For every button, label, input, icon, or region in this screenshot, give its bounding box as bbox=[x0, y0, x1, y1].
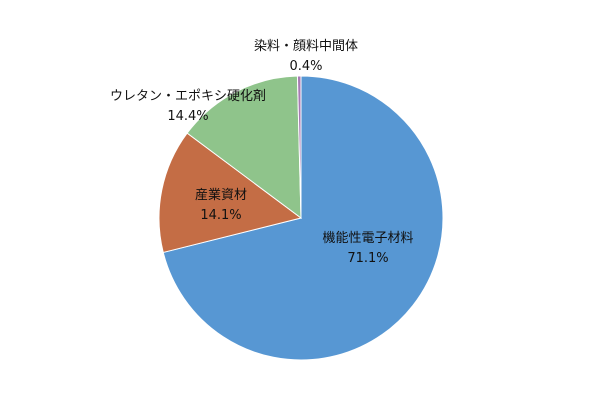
pie-slice-urethane-epoxy-hardener bbox=[186, 75, 302, 220]
slice-value-urethane-epoxy-hardener: 14.4% bbox=[167, 109, 208, 124]
slice-value-industrial-materials: 14.1% bbox=[200, 208, 241, 223]
slice-value-dye-pigment-intermediates: 0.4% bbox=[289, 59, 322, 74]
pie-slices bbox=[158, 75, 444, 361]
slice-label-dye-pigment-intermediates: 染料・顔料中間体 bbox=[254, 39, 358, 54]
pie-labels: 機能性電子材料 71.1% 産業資材 14.1% ウレタン・エポキシ硬化剤 14.4% 染料… bbox=[110, 39, 414, 266]
pie-slice-dye-pigment-intermediates bbox=[296, 75, 302, 219]
slice-label-industrial-materials: 産業資材 bbox=[195, 187, 247, 203]
slice-label-urethane-epoxy-hardener: ウレタン・エポキシ硬化剤 bbox=[110, 88, 266, 104]
slice-value-functional-electronic-materials: 71.1% bbox=[347, 251, 388, 266]
slice-label-functional-electronic-materials: 機能性電子材料 bbox=[322, 231, 413, 246]
pie-slice-functional-electronic-materials bbox=[162, 75, 444, 361]
pie-slice-industrial-materials bbox=[158, 132, 303, 254]
